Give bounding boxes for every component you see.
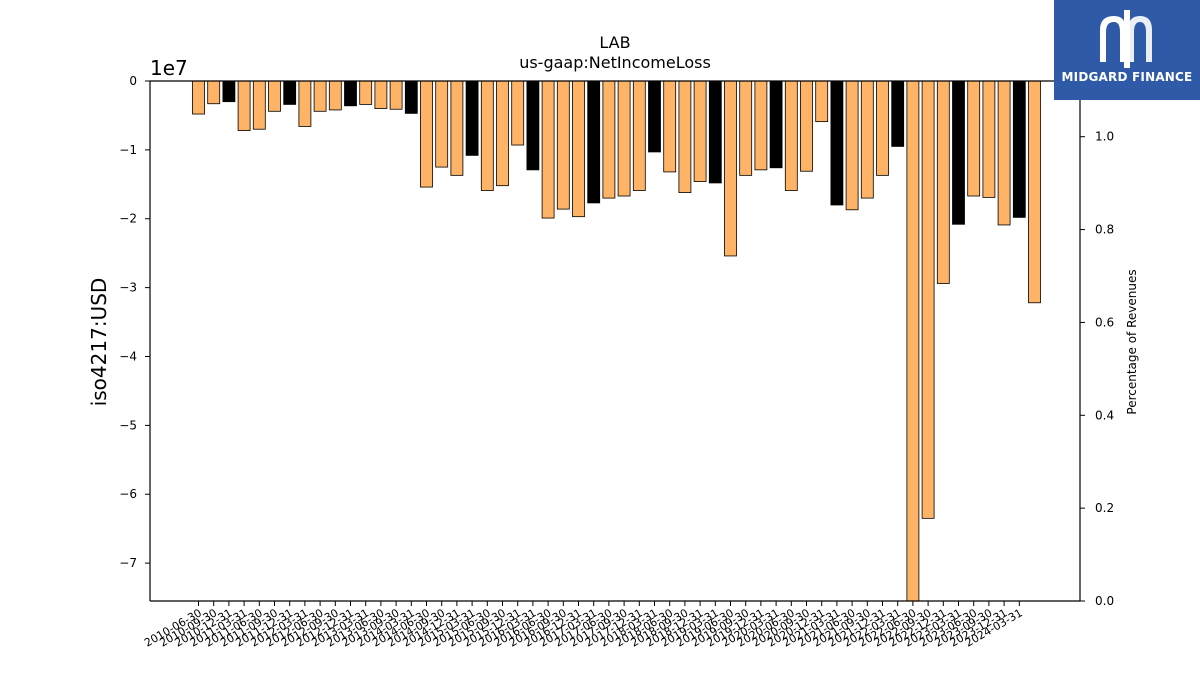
bar-11 — [359, 80, 373, 105]
y2-tick-label-0: 0.0 — [1095, 594, 1114, 608]
bar-17 — [450, 80, 464, 176]
bar-2 — [222, 80, 236, 103]
bar-30 — [648, 80, 661, 153]
y-tick-label-5: −5 — [119, 418, 137, 432]
bar-40 — [800, 80, 813, 172]
bar-22 — [526, 80, 540, 171]
bar-47 — [906, 80, 920, 602]
bar-20 — [496, 80, 509, 187]
bar-31 — [663, 80, 677, 173]
bar-7 — [298, 80, 312, 127]
bar-53 — [997, 80, 1011, 226]
bar-55 — [1028, 80, 1041, 304]
y-tick-label-1: −1 — [119, 143, 137, 157]
bar-18 — [465, 80, 479, 156]
bar-46 — [891, 80, 905, 147]
bar-44 — [860, 80, 874, 199]
y2-axis-ticks: 0.0 0.2 0.4 0.6 0.8 1.0 — [1080, 130, 1114, 608]
bar-28 — [617, 80, 631, 197]
chart-title: LAB — [599, 33, 630, 52]
chart-subtitle: us-gaap:NetIncomeLoss — [519, 53, 711, 72]
bar-54 — [1012, 80, 1026, 218]
y2-tick-label-2: 0.4 — [1095, 408, 1114, 422]
bar-12 — [374, 80, 388, 109]
bar-45 — [876, 80, 889, 176]
bar-8 — [313, 80, 327, 112]
bar-48 — [921, 80, 935, 519]
midgard-logo-icon — [1100, 10, 1152, 68]
bar-38 — [769, 80, 783, 169]
y2-axis-label: Percentage of Revenues — [1125, 269, 1139, 414]
y2-tick-label-4: 0.8 — [1095, 223, 1114, 237]
y-tick-label-2: −2 — [119, 212, 137, 226]
bar-15 — [420, 80, 433, 188]
bar-35 — [724, 80, 737, 257]
bar-0 — [192, 80, 205, 115]
bar-34 — [708, 80, 722, 184]
bar-42 — [830, 80, 844, 206]
y-axis-offset-label: 1e7 — [150, 56, 188, 80]
brand-logo: MIDGARD FINANCE — [1054, 0, 1200, 100]
bar-26 — [587, 80, 601, 204]
bar-16 — [435, 80, 449, 168]
y2-tick-label-5: 1.0 — [1095, 130, 1114, 144]
bars-group — [192, 80, 1041, 602]
bar-13 — [389, 80, 403, 110]
bar-14 — [404, 80, 418, 114]
bar-41 — [815, 80, 829, 123]
y-tick-label-7: −7 — [119, 556, 137, 570]
bar-32 — [678, 80, 692, 193]
brand-name: MIDGARD FINANCE — [1061, 70, 1193, 84]
bar-1 — [207, 80, 221, 105]
y-tick-label-6: −6 — [119, 487, 137, 501]
bar-51 — [967, 80, 981, 197]
y-tick-label-0: 0 — [129, 74, 137, 88]
y-tick-label-4: −4 — [119, 349, 137, 363]
bar-29 — [632, 80, 646, 191]
bar-25 — [572, 80, 585, 218]
bar-52 — [982, 80, 996, 198]
bar-50 — [952, 80, 965, 225]
bar-21 — [511, 80, 525, 146]
bar-4 — [252, 80, 266, 130]
bar-39 — [784, 80, 798, 191]
y2-tick-label-1: 0.2 — [1095, 501, 1114, 515]
x-axis-ticks: 2010-06-302010-09-302010-12-312011-03-31… — [142, 601, 1025, 650]
bar-49 — [936, 80, 950, 284]
bar-37 — [754, 80, 768, 171]
y-axis-ticks: 0 −1 −2 −3 −4 −5 −6 −7 — [119, 74, 150, 570]
bar-24 — [556, 80, 570, 210]
y-tick-label-3: −3 — [119, 281, 137, 295]
y2-tick-label-3: 0.6 — [1095, 315, 1114, 329]
bar-33 — [693, 80, 707, 182]
bar-5 — [268, 80, 281, 112]
bar-6 — [283, 80, 297, 105]
bar-10 — [344, 80, 357, 107]
y-axis-label: iso4217:USD — [87, 278, 111, 407]
bar-27 — [602, 80, 616, 199]
bar-36 — [739, 80, 753, 176]
bar-43 — [845, 80, 859, 211]
bar-9 — [328, 80, 342, 111]
bar-23 — [541, 80, 555, 219]
bar-19 — [480, 80, 494, 191]
bar-3 — [237, 80, 251, 131]
